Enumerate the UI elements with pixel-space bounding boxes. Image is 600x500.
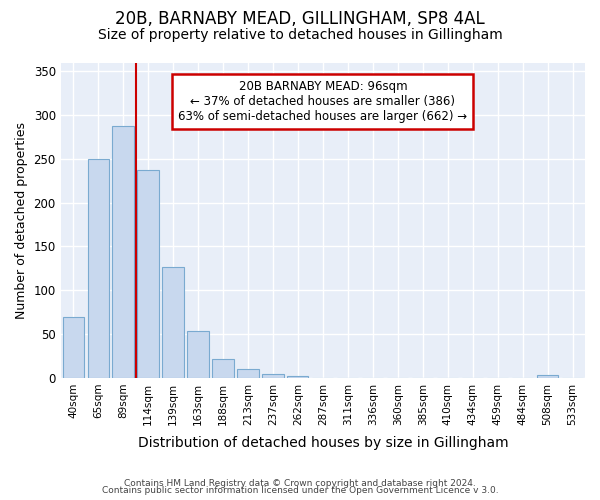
- Bar: [88, 159, 109, 378]
- X-axis label: Distribution of detached houses by size in Gillingham: Distribution of detached houses by size …: [137, 436, 508, 450]
- Text: Contains public sector information licensed under the Open Government Licence v : Contains public sector information licen…: [101, 486, 499, 495]
- Bar: [187, 332, 209, 378]
- Text: 20B BARNABY MEAD: 96sqm
← 37% of detached houses are smaller (386)
63% of semi-d: 20B BARNABY MEAD: 96sqm ← 37% of detache…: [178, 80, 467, 123]
- Bar: [112, 126, 134, 378]
- Bar: [238, 369, 259, 378]
- Bar: [212, 358, 233, 378]
- Y-axis label: Number of detached properties: Number of detached properties: [15, 122, 28, 318]
- Bar: [163, 266, 184, 378]
- Bar: [537, 376, 558, 378]
- Bar: [137, 170, 158, 378]
- Text: Size of property relative to detached houses in Gillingham: Size of property relative to detached ho…: [98, 28, 502, 42]
- Text: 20B, BARNABY MEAD, GILLINGHAM, SP8 4AL: 20B, BARNABY MEAD, GILLINGHAM, SP8 4AL: [115, 10, 485, 28]
- Text: Contains HM Land Registry data © Crown copyright and database right 2024.: Contains HM Land Registry data © Crown c…: [124, 478, 476, 488]
- Bar: [62, 316, 84, 378]
- Bar: [287, 376, 308, 378]
- Bar: [262, 374, 284, 378]
